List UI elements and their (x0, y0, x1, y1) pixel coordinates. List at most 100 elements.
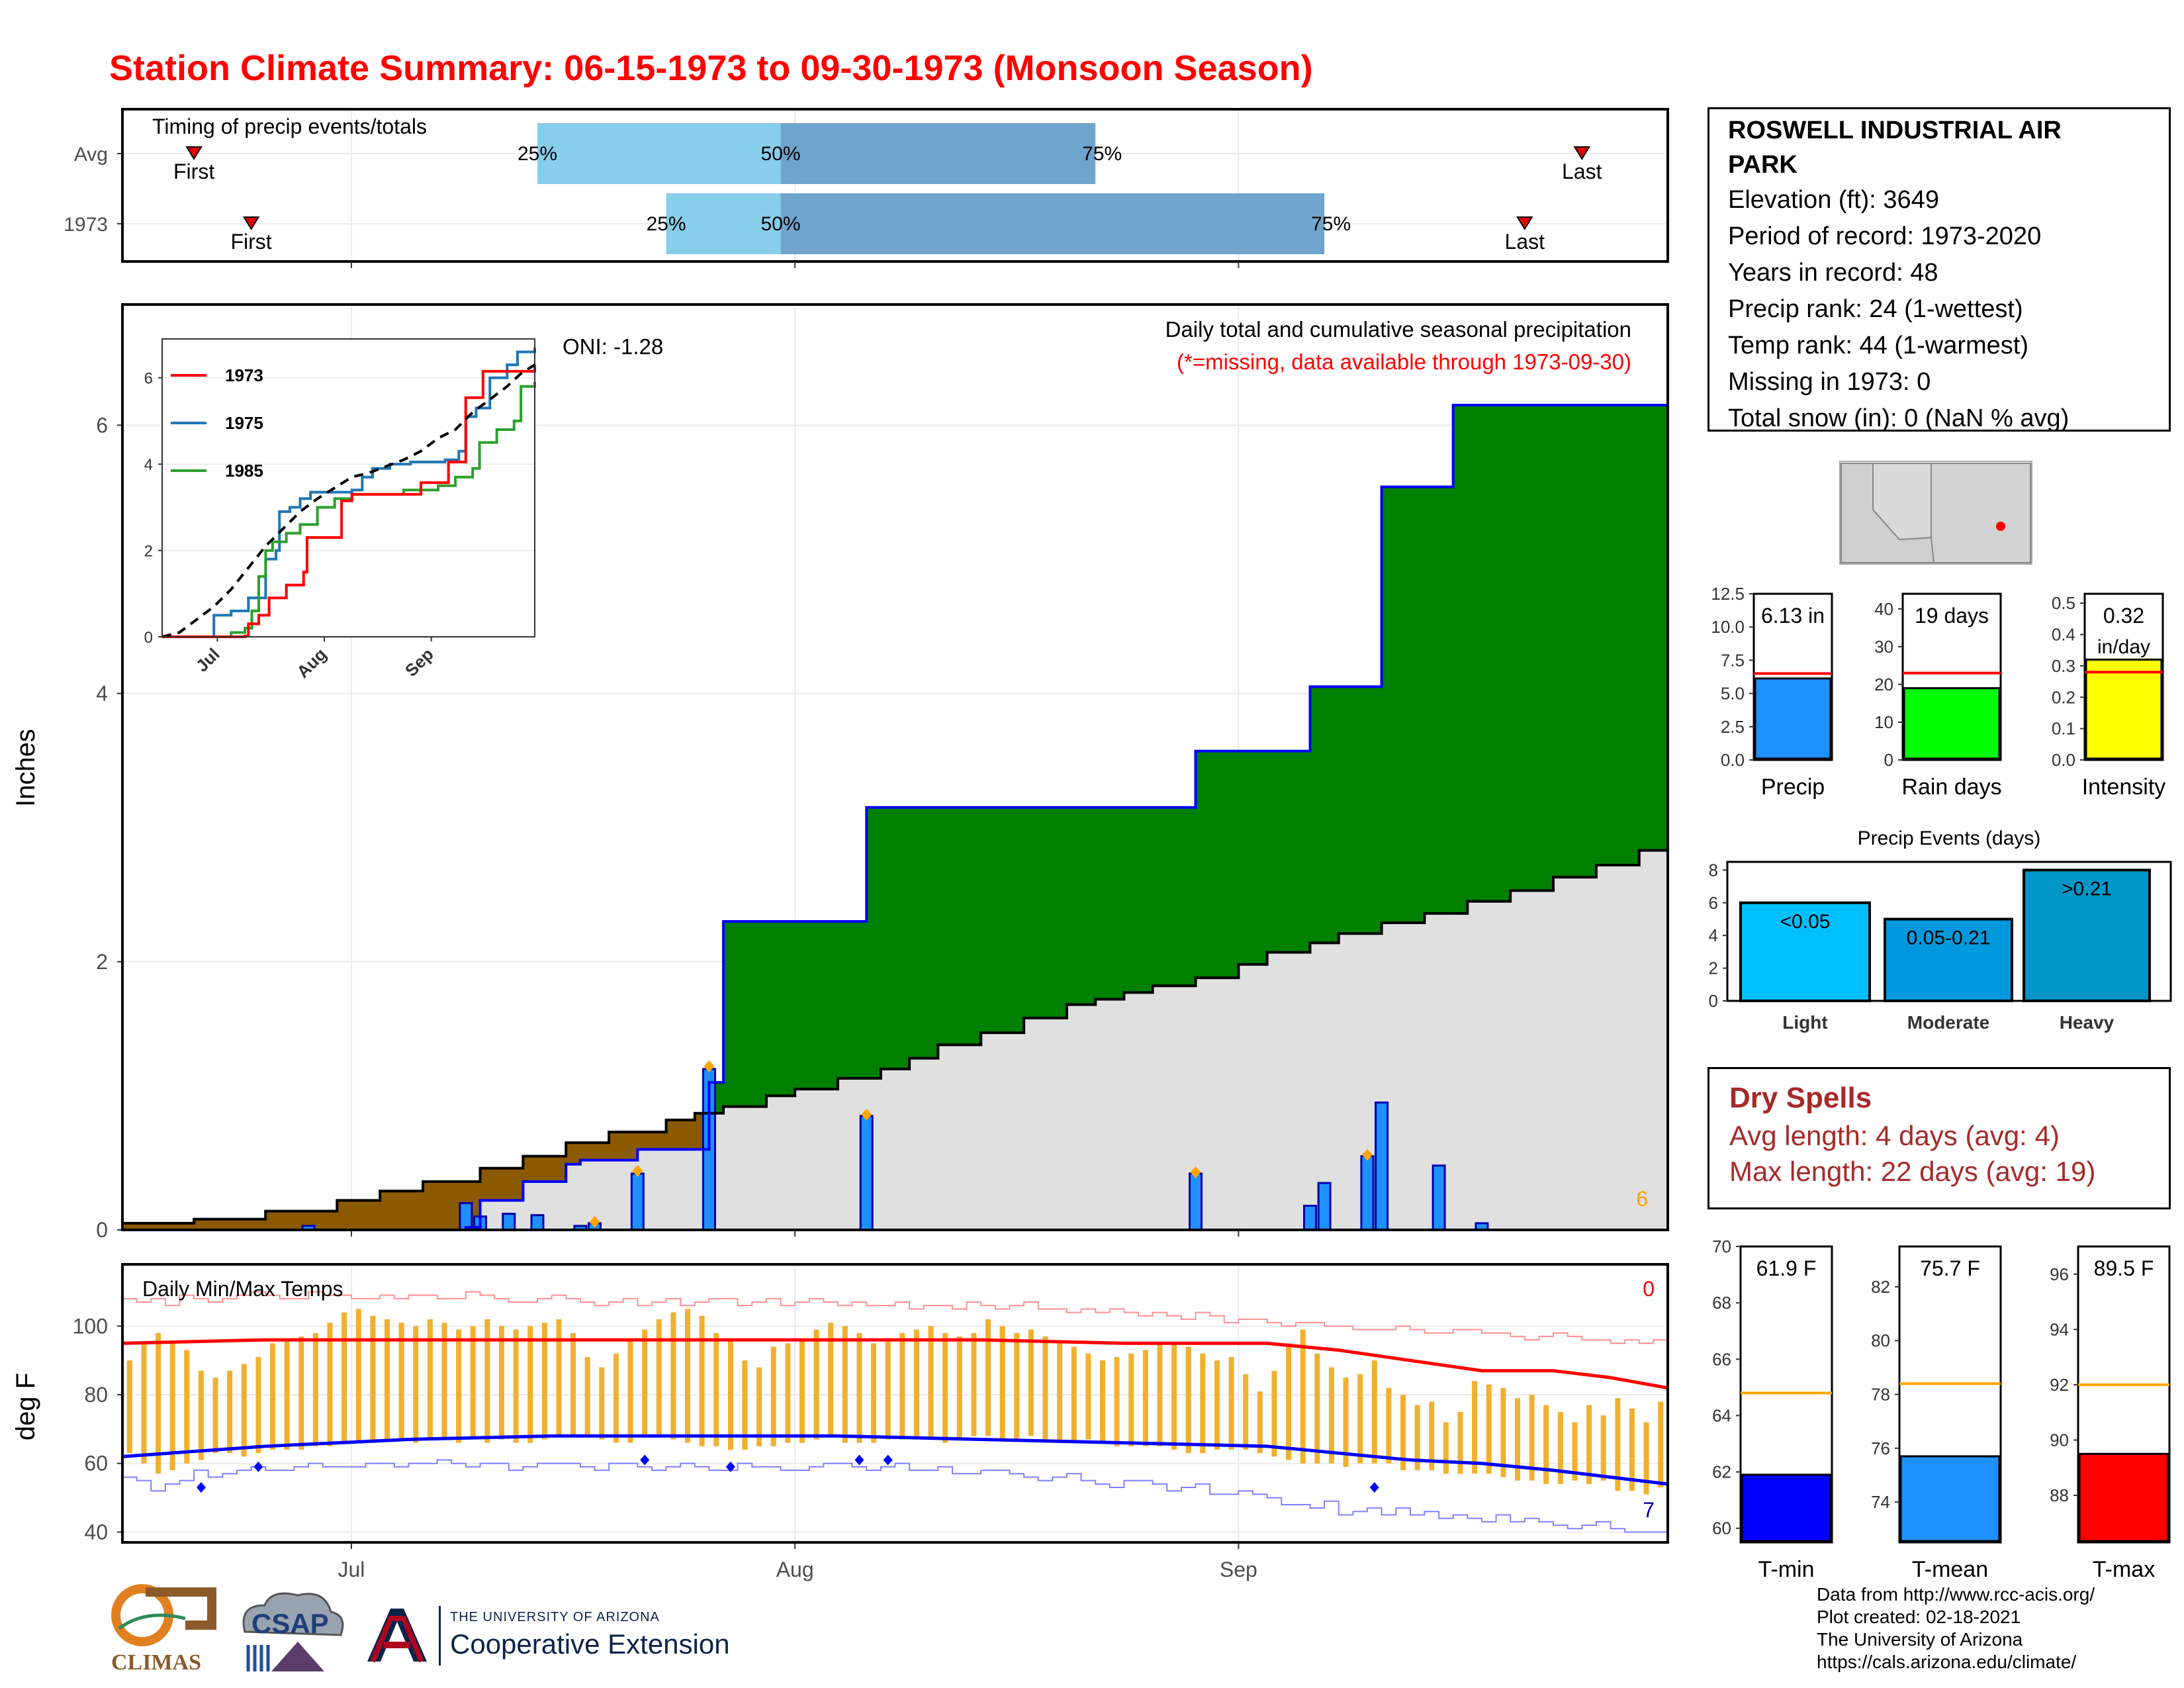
precip-panel: 0 2 4 6 Inches Daily total and cumulative sea… (11, 303, 1669, 1242)
temp-daily-bar (1429, 1401, 1435, 1471)
inset-ytick-label: 0 (144, 629, 153, 647)
precip-base-fill (966, 1045, 981, 1230)
summary-precip-2-ytick-label: 0.3 (2052, 656, 2075, 676)
precip-departure-fill (122, 1223, 138, 1230)
temp-daily-bar (1257, 1391, 1263, 1454)
summary-precip-2-ytick-label: 0.4 (2052, 625, 2075, 645)
temp-daily-bar (1085, 1353, 1091, 1440)
inset-line-1985 (162, 382, 536, 638)
precip-record-marker (632, 1164, 643, 1177)
temp-daily-bar (1472, 1381, 1478, 1474)
temp-record-low-line (122, 1459, 1668, 1533)
precip-departure-fill (365, 1200, 381, 1230)
temp-daily-bar (327, 1323, 333, 1446)
precip-ytick-label: 2 (96, 950, 108, 974)
temp-record-low-marker (253, 1461, 263, 1472)
timing-bar-q25-q50 (666, 193, 781, 254)
precip-departure-fill (1653, 404, 1668, 851)
precip-base-fill (1582, 877, 1597, 1230)
precip-base-fill (1510, 890, 1525, 1230)
timing-bar-q50-q75 (780, 123, 1096, 184)
credits: Data from http://www.rcc-acis.org/ Plot … (1817, 1583, 2095, 1673)
summary-precip-0-ytick-label: 12.5 (1711, 584, 1745, 604)
csap-logo-text: CSAP (251, 1608, 329, 1639)
precip-departure-fill (537, 1156, 553, 1182)
dry-spells-max: Max length: 22 days (avg: 19) (1729, 1156, 2096, 1187)
summary-precip-1-ytick-label: 30 (1874, 637, 1893, 657)
precip-departure-fill (265, 1211, 281, 1230)
summary-precip-2-value-bar (2085, 658, 2163, 760)
precip-departure-fill (380, 1191, 395, 1230)
climas-logo-text: CLIMAS (111, 1650, 202, 1675)
summary-temp-0-ytick-label: 64 (1712, 1405, 1731, 1425)
temp-corner-bottom: 7 (1643, 1498, 1655, 1522)
precip-base-fill (1524, 890, 1539, 1230)
precip-departure-fill (680, 1119, 696, 1150)
temp-record-low-marker (1369, 1482, 1379, 1493)
precip-daily-bar (1189, 1172, 1203, 1231)
inset-line-1975 (162, 348, 536, 638)
precip-departure-fill (423, 1182, 438, 1230)
temp-daily-bar (413, 1326, 419, 1443)
station-elevation: Elevation (ft): 3649 (1728, 186, 1939, 214)
precip-departure-fill (494, 1168, 510, 1201)
summary-temp-2-axis-label: T-max (2093, 1557, 2155, 1582)
precip-base-fill (1167, 986, 1182, 1230)
precip-departure-fill (322, 1211, 338, 1230)
summary-precip-2-ytick-label: 0.2 (2052, 687, 2075, 707)
precip-base-fill (1539, 890, 1554, 1230)
precip-base-fill (1181, 986, 1197, 1230)
temp-daily-bar (656, 1319, 662, 1436)
temp-daily-bar (1529, 1395, 1535, 1481)
precip-corner-count: 6 (1636, 1187, 1648, 1211)
temp-daily-bar (370, 1315, 376, 1443)
precip-departure-fill (1195, 751, 1210, 978)
precip-ylabel: Inches (11, 729, 40, 807)
precip-events-ytick-label: 0 (1709, 991, 1718, 1011)
temp-daily-bar (270, 1343, 276, 1450)
precip-base-fill (952, 1045, 968, 1230)
summary-precip-1-panel: 0 10 20 30 40 19 days Rain days (1874, 592, 2002, 800)
precip-base-fill (1467, 901, 1482, 1230)
precip-departure-fill (1567, 404, 1582, 878)
precip-base-fill (465, 1227, 481, 1230)
precip-departure-fill (580, 1143, 595, 1160)
temp-daily-bar (770, 1346, 776, 1446)
temp-daily-bar (1658, 1401, 1664, 1488)
temp-record-low-marker (883, 1454, 893, 1466)
inset-ytick-label: 6 (144, 370, 153, 388)
timing-last-marker (1516, 216, 1533, 230)
precip-departure-fill (666, 1119, 681, 1150)
temp-ylabel: deg F (11, 1373, 40, 1440)
precip-departure-fill (351, 1200, 367, 1230)
precip-departure-fill (480, 1168, 495, 1201)
precip-departure-fill (1009, 807, 1024, 1033)
temp-daily-bar (1157, 1343, 1163, 1446)
precip-base-fill (895, 1068, 910, 1230)
temp-daily-bar (556, 1319, 562, 1436)
precip-departure-fill (1281, 751, 1297, 953)
summary-precip-1-ytick-label: 0 (1884, 750, 1893, 770)
summary-temp-0-axis-label: T-min (1758, 1557, 1815, 1582)
temp-daily-bar (484, 1319, 490, 1443)
temp-daily-bar (126, 1360, 132, 1454)
university-of-arizona-logo: THE UNIVERSITY OF ARIZONA Cooperative Ex… (361, 1602, 745, 1675)
locator-map-nm-west (1872, 463, 1932, 541)
precip-departure-fill (1481, 404, 1497, 902)
summary-precip-0-ytick-label: 0.0 (1721, 750, 1745, 770)
precip-base-fill (1052, 1017, 1068, 1230)
summary-precip-2-panel: 0.0 0.1 0.2 0.3 0.4 0.5 0.32 in/day Intensity (2052, 592, 2165, 800)
precip-title: Daily total and cumulative seasonal prec… (1165, 317, 1631, 342)
station-period: Period of record: 1973-2020 (1728, 222, 2042, 250)
precip-base-fill (1224, 978, 1239, 1230)
summary-precip-2-ytick-label: 0.1 (2052, 719, 2075, 739)
temp-daily-bar (1386, 1387, 1392, 1464)
precip-base-fill (981, 1033, 996, 1230)
precip-departure-fill (1167, 807, 1182, 986)
temp-daily-bar (971, 1333, 977, 1436)
precip-departure-fill (222, 1219, 238, 1230)
temp-daily-bar (699, 1315, 705, 1446)
precip-border (121, 303, 1669, 1231)
precip-departure-fill (1095, 807, 1111, 1000)
summary-precip-2-ytick-label: 0.5 (2052, 593, 2075, 613)
